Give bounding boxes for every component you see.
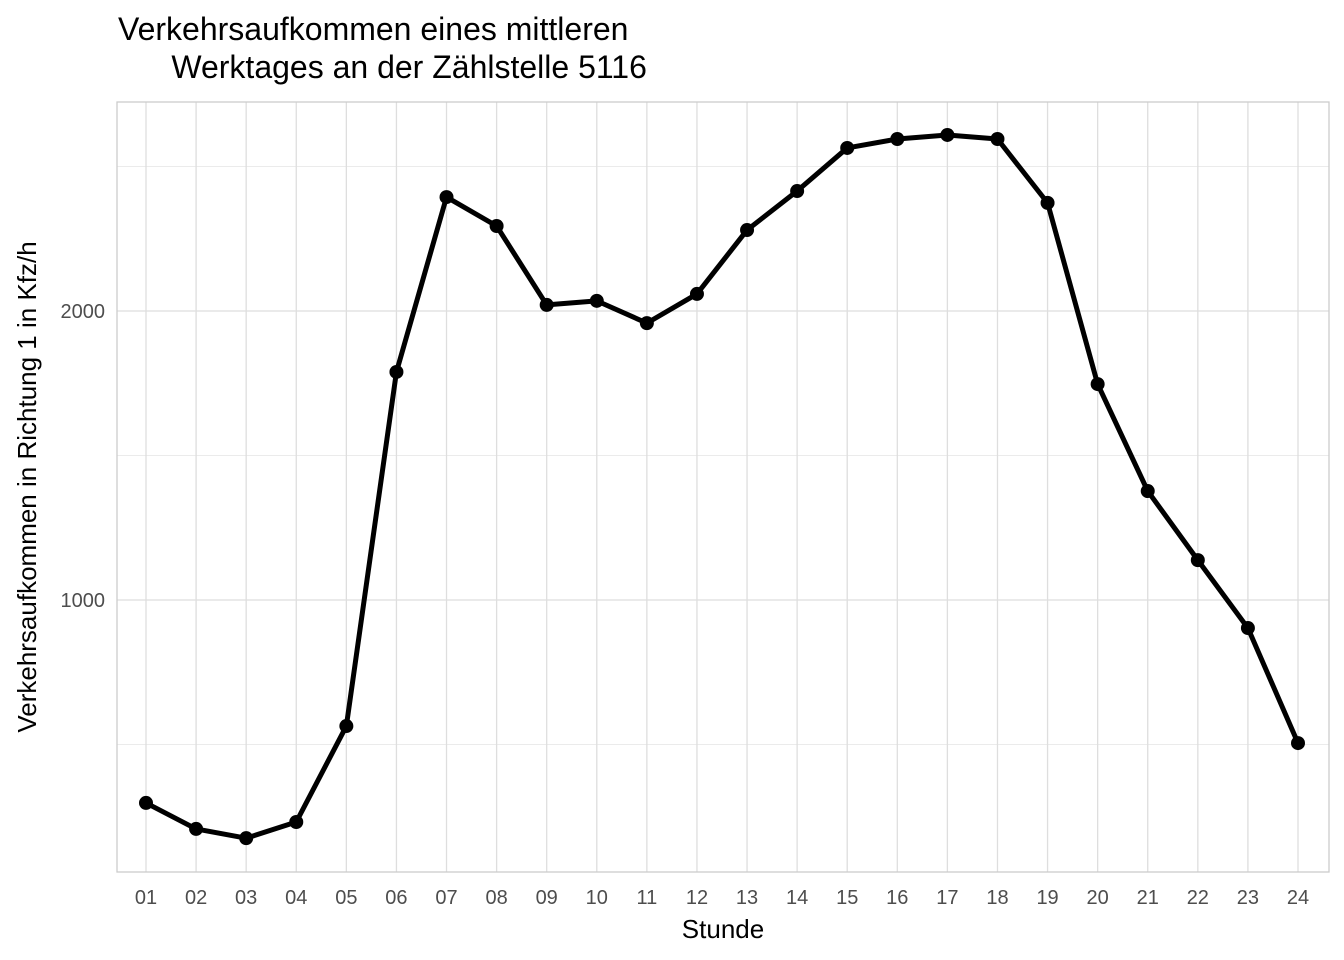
point (1140, 484, 1155, 499)
point (990, 131, 1005, 146)
x-tick-label: 18 (986, 887, 1008, 909)
y-tick-label: 1000 (61, 590, 106, 612)
point (339, 719, 354, 734)
x-tick-label: 21 (1137, 887, 1159, 909)
point (139, 795, 153, 810)
chart-title: Verkehrsaufkommen eines mittleren Werkta… (118, 11, 647, 85)
x-tick-label: 19 (1036, 887, 1058, 909)
point (1240, 621, 1255, 636)
x-tick-label: 09 (536, 887, 558, 909)
point (1291, 736, 1305, 751)
point (840, 140, 855, 155)
x-tick-label: 23 (1237, 887, 1259, 909)
x-tick-label: 04 (285, 887, 307, 909)
point (489, 218, 504, 233)
point (439, 190, 454, 205)
x-tick-label: 07 (435, 887, 457, 909)
point (1040, 195, 1055, 210)
plot-border (116, 101, 1330, 873)
x-tick-label: 24 (1287, 887, 1309, 909)
x-tick-label: 03 (235, 887, 257, 909)
point (790, 184, 805, 199)
x-tick-label: 05 (335, 887, 357, 909)
x-tick-label: 10 (586, 887, 608, 909)
x-tick-label: 15 (836, 887, 858, 909)
point (639, 316, 654, 331)
x-tick-label: 22 (1187, 887, 1209, 909)
y-axis-label: Verkehrsaufkommen in Richtung 1 in Kfz/h (12, 241, 42, 732)
x-tick-label: 11 (636, 887, 657, 909)
point (740, 223, 755, 238)
x-tick-label: 17 (936, 887, 958, 909)
x-tick-label: 20 (1087, 887, 1109, 909)
x-tick-label: 16 (886, 887, 908, 909)
x-tick-label: 14 (786, 887, 808, 909)
point (539, 297, 554, 312)
point (389, 364, 404, 379)
point (1090, 377, 1105, 392)
point (189, 821, 204, 836)
line (144, 132, 1301, 841)
x-tick-label: 13 (736, 887, 758, 909)
x-tick-label: 06 (385, 887, 407, 909)
point (1190, 553, 1205, 568)
point (239, 831, 254, 846)
point (890, 131, 905, 146)
x-tick-label: 08 (485, 887, 507, 909)
x-tick-label: 01 (135, 887, 157, 909)
point (940, 127, 955, 142)
x-axis-label: Stunde (682, 914, 764, 944)
point (289, 814, 304, 829)
point (689, 286, 704, 301)
x-tick-label: 02 (185, 887, 207, 909)
x-tick-label: 12 (686, 887, 708, 909)
y-tick-label: 2000 (61, 301, 106, 323)
point (589, 293, 604, 308)
